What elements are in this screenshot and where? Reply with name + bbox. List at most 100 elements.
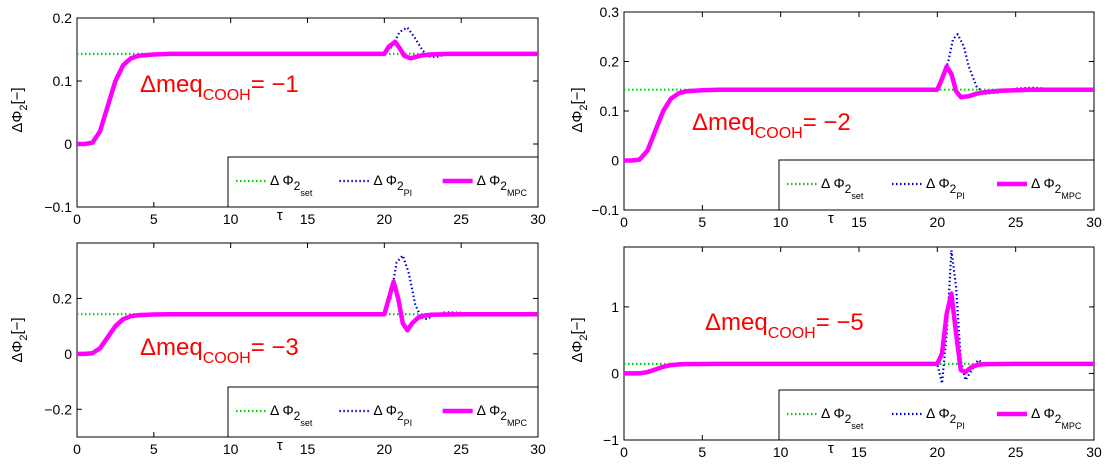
legend: Δ Φ2set Δ Φ2PI Δ Φ2MPC [227, 156, 539, 208]
y-axis-label: ΔΦ2[−] [569, 87, 590, 132]
x-tick-label: 25 [453, 441, 469, 457]
legend-label-set: Δ Φ2set [821, 405, 864, 431]
y-tick-label: 0.1 [53, 73, 73, 89]
y-tick-label: −0.1 [591, 202, 619, 218]
annotation-prefix: Δmeq [140, 334, 203, 361]
x-tick-label: 10 [223, 211, 239, 227]
x-axis-label: τ [277, 437, 283, 454]
y-tick-label: 0.1 [600, 103, 620, 119]
x-tick-label: 0 [620, 444, 628, 460]
annotation-delta-meq: ΔmeqCOOH= −2 [692, 109, 851, 142]
x-tick-label: 30 [1086, 214, 1102, 230]
x-tick-label: 15 [851, 214, 867, 230]
series-line-mpc [77, 39, 538, 147]
x-tick-label: 15 [300, 211, 316, 227]
x-tick-label: 5 [698, 214, 706, 230]
legend-label-set: Δ Φ2set [270, 402, 313, 428]
y-label-unit: [−] [569, 317, 586, 334]
x-tick-label: 5 [150, 211, 158, 227]
x-tick-label: 25 [1008, 444, 1024, 460]
annotation-prefix: Δmeq [692, 109, 755, 136]
y-label-main: ΔΦ [569, 341, 586, 363]
legend-label-mpc: Δ Φ2MPC [477, 172, 528, 198]
annotation-suffix: = −5 [816, 309, 864, 336]
y-label-unit: [−] [9, 87, 26, 104]
y-tick-label: 1 [611, 299, 619, 315]
x-axis-label: τ [277, 207, 283, 224]
annotation-sub: COOH [203, 350, 251, 367]
legend-label-set: Δ Φ2set [270, 172, 313, 198]
series-line-mpc [624, 64, 1094, 163]
x-tick-label: 20 [377, 441, 393, 457]
series-line-mpc [77, 279, 538, 357]
y-label-sub: 2 [578, 334, 590, 340]
legend-box [778, 159, 1095, 211]
x-axis-label: τ [828, 210, 834, 227]
y-label-unit: [−] [569, 87, 586, 104]
x-tick-label: 5 [698, 444, 706, 460]
legend-box [227, 156, 539, 208]
x-tick-label: 30 [1086, 444, 1102, 460]
legend: Δ Φ2set Δ Φ2PI Δ Φ2MPC [778, 389, 1095, 441]
y-label-sub: 2 [578, 104, 590, 110]
legend: Δ Φ2set Δ Φ2PI Δ Φ2MPC [778, 159, 1095, 211]
x-tick-label: 15 [300, 441, 316, 457]
y-tick-label: 0.3 [600, 4, 620, 20]
y-tick-label: −1 [603, 432, 619, 448]
y-axis-label: ΔΦ2[−] [9, 87, 30, 132]
series-line-mpc [624, 291, 1094, 376]
x-tick-label: 15 [851, 444, 867, 460]
annotation-suffix: = −3 [251, 334, 299, 361]
legend-box [227, 386, 539, 438]
annotation-delta-meq: ΔmeqCOOH= −1 [140, 71, 299, 104]
x-tick-label: 25 [1008, 214, 1024, 230]
y-label-main: ΔΦ [9, 111, 26, 133]
x-tick-label: 30 [530, 441, 546, 457]
y-label-sub: 2 [18, 334, 30, 340]
y-axis-label: ΔΦ2[−] [569, 317, 590, 362]
legend-box [778, 389, 1095, 441]
legend-label-pi: Δ Φ2PI [373, 172, 412, 198]
y-tick-label: 0.2 [600, 54, 620, 70]
y-tick-label: 0 [611, 365, 619, 381]
annotation-prefix: Δmeq [140, 71, 203, 98]
x-tick-label: 10 [773, 444, 789, 460]
legend-label-pi: Δ Φ2PI [926, 405, 965, 431]
legend-label-pi: Δ Φ2PI [373, 402, 412, 428]
y-tick-label: 0 [64, 346, 72, 362]
series-line-pi [624, 33, 1094, 162]
x-tick-label: 10 [773, 214, 789, 230]
annotation-delta-meq: ΔmeqCOOH= −5 [705, 309, 864, 342]
annotation-suffix: = −1 [251, 71, 299, 98]
annotation-suffix: = −2 [803, 109, 851, 136]
y-label-main: ΔΦ [9, 341, 26, 363]
y-label-main: ΔΦ [569, 111, 586, 133]
annotation-sub: COOH [755, 125, 803, 142]
x-tick-label: 5 [150, 441, 158, 457]
legend: Δ Φ2set Δ Φ2PI Δ Φ2MPC [227, 386, 539, 438]
x-tick-label: 0 [73, 441, 81, 457]
y-label-unit: [−] [9, 317, 26, 334]
x-tick-label: 0 [73, 211, 81, 227]
x-tick-label: 20 [930, 444, 946, 460]
legend-label-set: Δ Φ2set [821, 175, 864, 201]
y-tick-label: −0.2 [44, 401, 72, 417]
y-axis-label: ΔΦ2[−] [9, 317, 30, 362]
y-tick-label: 0.2 [53, 10, 73, 26]
x-axis-label: τ [828, 440, 834, 457]
y-tick-label: −0.1 [44, 199, 72, 215]
y-tick-label: 0.2 [53, 290, 73, 306]
annotation-prefix: Δmeq [705, 309, 768, 336]
x-tick-label: 0 [620, 214, 628, 230]
legend-label-mpc: Δ Φ2MPC [1031, 405, 1082, 431]
x-tick-label: 20 [377, 211, 393, 227]
chart-panel-2: 0 5 10 15 20 25 30τ−0.100.10.20.3ΔΦ2[−]ΔmeqCOO… [569, 4, 1102, 230]
annotation-sub: COOH [768, 325, 816, 342]
legend-label-pi: Δ Φ2PI [926, 175, 965, 201]
x-tick-label: 30 [530, 211, 546, 227]
annotation-delta-meq: ΔmeqCOOH= −3 [140, 334, 299, 367]
y-tick-label: 0 [611, 153, 619, 169]
